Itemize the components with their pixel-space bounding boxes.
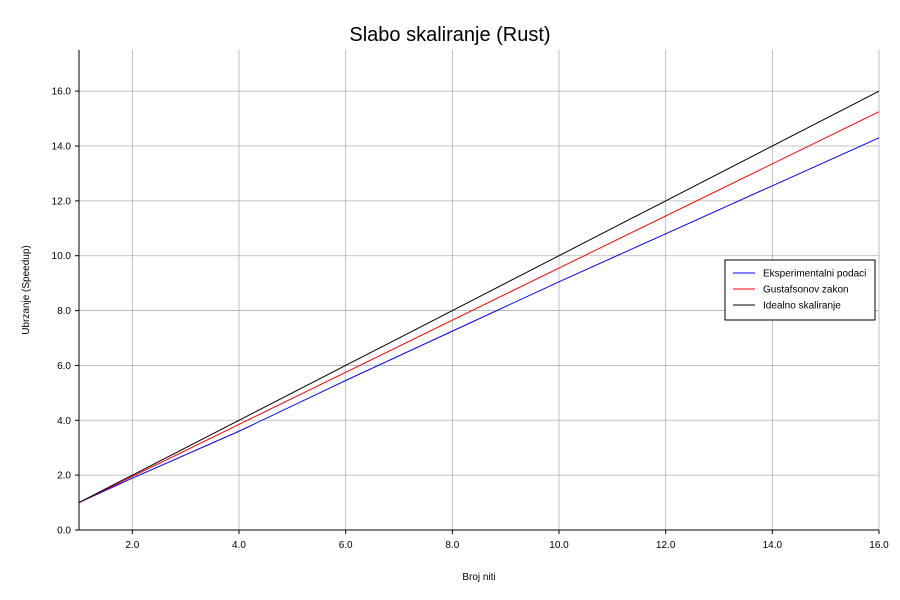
legend: Eksperimentalni podaci Gustafsonov zakon I… (724, 259, 876, 321)
series-line-1 (78, 137, 880, 504)
axes (75, 50, 880, 534)
x-axis-label: Broj niti (462, 572, 495, 583)
x-tick-label: 12.0 (656, 540, 676, 551)
y-axis-label: Ubrzanje (Speedup) (21, 245, 32, 335)
series-lines (78, 90, 880, 504)
y-tick-label: 8.0 (57, 306, 71, 317)
x-tick-label: 16.0 (869, 540, 889, 551)
legend-label-1: Eksperimentalni podaci (763, 269, 866, 280)
y-tick-label: 16.0 (52, 87, 72, 98)
chart-title: Slabo skaliranje (Rust) (349, 24, 550, 46)
legend-box (724, 259, 876, 321)
y-tick-label: 0.0 (57, 526, 71, 537)
x-tick-label: 6.0 (339, 540, 353, 551)
y-tick-label: 12.0 (52, 196, 72, 207)
x-tick-label: 14.0 (763, 540, 783, 551)
y-tick-label: 10.0 (52, 251, 72, 262)
series-line-2 (78, 111, 880, 504)
x-tick-label: 8.0 (445, 540, 459, 551)
x-tick-labels: 2.0 4.0 6.0 8.0 10.0 12.0 14.0 16.0 (125, 540, 889, 551)
x-tick-label: 4.0 (232, 540, 246, 551)
x-tick-label: 10.0 (549, 540, 569, 551)
y-tick-labels: 0.0 2.0 4.0 6.0 8.0 10.0 12.0 14.0 16.0 (52, 87, 72, 537)
legend-label-3: Idealno skaliranje (763, 301, 841, 312)
x-tick-label: 2.0 (125, 540, 139, 551)
y-tick-label: 6.0 (57, 361, 71, 372)
legend-label-2: Gustafsonov zakon (763, 285, 849, 296)
y-tick-label: 4.0 (57, 416, 71, 427)
y-tick-label: 14.0 (52, 142, 72, 153)
y-tick-label: 2.0 (57, 471, 71, 482)
series-line-3 (78, 90, 880, 504)
